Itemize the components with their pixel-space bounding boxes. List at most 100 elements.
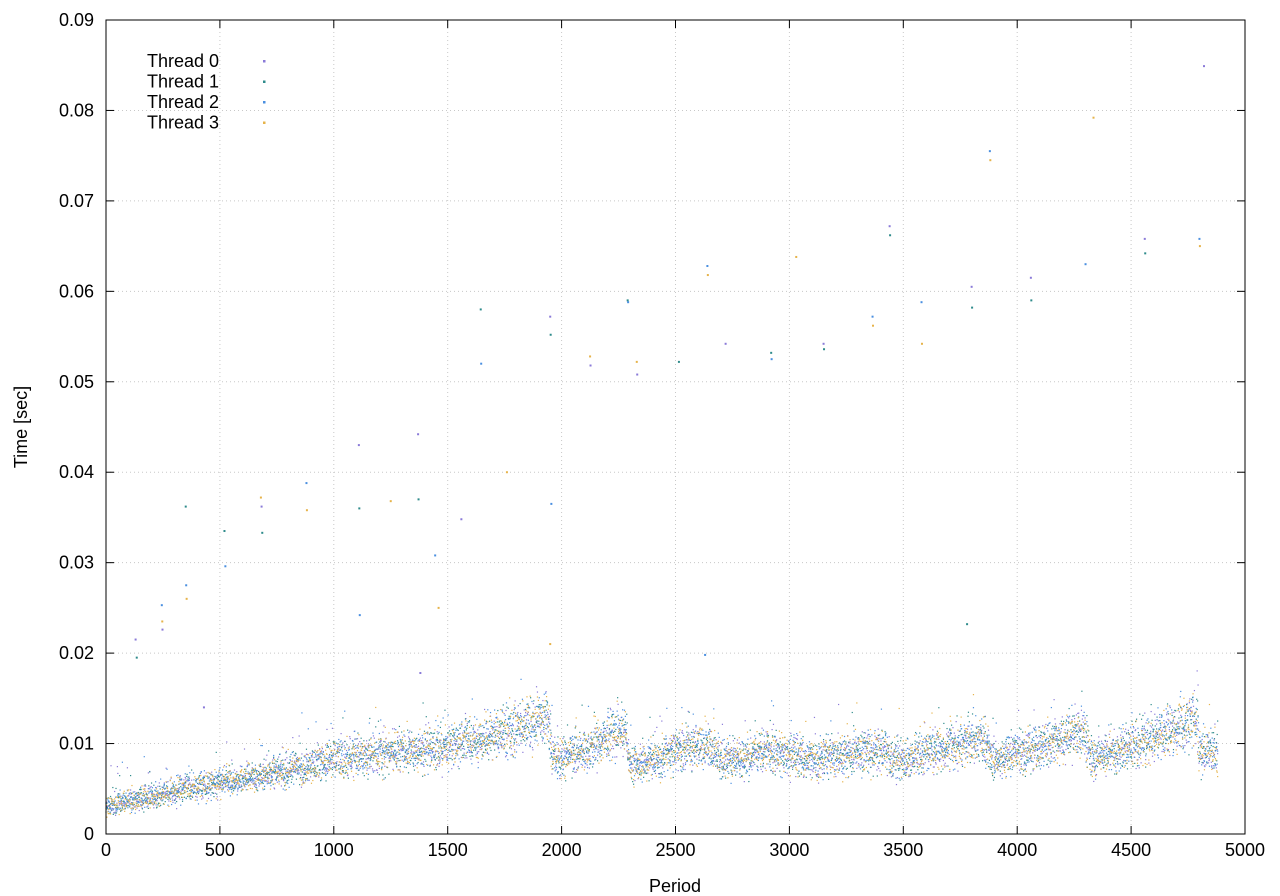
data-point bbox=[802, 776, 805, 778]
data-point bbox=[406, 752, 408, 754]
data-point bbox=[729, 748, 731, 750]
data-point bbox=[108, 800, 110, 802]
data-point bbox=[783, 767, 785, 769]
data-point bbox=[1161, 750, 1163, 753]
data-point bbox=[533, 725, 535, 727]
data-point bbox=[1151, 726, 1153, 728]
data-point bbox=[437, 751, 439, 753]
data-point bbox=[1168, 737, 1170, 739]
data-point bbox=[550, 713, 552, 715]
data-point bbox=[396, 754, 398, 756]
data-point bbox=[532, 703, 534, 705]
data-point bbox=[226, 779, 228, 782]
data-point bbox=[740, 775, 743, 777]
data-point bbox=[147, 772, 149, 774]
data-point bbox=[237, 790, 239, 792]
data-point bbox=[391, 750, 393, 753]
data-point bbox=[309, 776, 312, 778]
data-point bbox=[1095, 752, 1097, 754]
data-point bbox=[1077, 723, 1079, 725]
data-point bbox=[750, 762, 753, 764]
data-point bbox=[469, 755, 471, 757]
data-point bbox=[992, 744, 994, 746]
data-point bbox=[396, 736, 399, 738]
data-point bbox=[954, 735, 956, 737]
data-point bbox=[299, 784, 301, 786]
data-point bbox=[617, 736, 620, 738]
data-point bbox=[899, 745, 901, 747]
data-point bbox=[109, 807, 112, 809]
data-point bbox=[228, 771, 230, 773]
data-point bbox=[508, 718, 510, 720]
data-point bbox=[730, 760, 732, 762]
data-point bbox=[499, 737, 501, 740]
data-point bbox=[1129, 734, 1131, 736]
data-point bbox=[569, 737, 571, 739]
data-point bbox=[857, 748, 859, 751]
data-point bbox=[358, 769, 360, 771]
data-point bbox=[1135, 729, 1137, 731]
data-point bbox=[846, 767, 848, 769]
data-point bbox=[1076, 730, 1078, 732]
data-point bbox=[284, 778, 286, 780]
data-point bbox=[706, 737, 708, 739]
data-point bbox=[368, 754, 370, 756]
data-point bbox=[920, 771, 923, 773]
data-point bbox=[652, 734, 654, 736]
data-point bbox=[516, 725, 519, 727]
data-point bbox=[1091, 771, 1093, 773]
data-point bbox=[650, 748, 652, 750]
data-point bbox=[1057, 743, 1059, 745]
data-point bbox=[635, 767, 637, 769]
data-point bbox=[743, 781, 745, 783]
data-point bbox=[483, 726, 485, 729]
data-point bbox=[371, 752, 373, 755]
data-point bbox=[774, 770, 776, 772]
data-point bbox=[635, 764, 637, 766]
data-point bbox=[1014, 741, 1016, 743]
data-point bbox=[564, 740, 566, 742]
data-point bbox=[119, 801, 122, 803]
data-point bbox=[154, 793, 156, 796]
data-point bbox=[886, 761, 888, 763]
data-point bbox=[121, 807, 123, 809]
data-point bbox=[693, 735, 695, 738]
data-point bbox=[485, 722, 488, 724]
data-point bbox=[589, 737, 591, 739]
data-point bbox=[1144, 741, 1146, 743]
data-point bbox=[526, 738, 528, 740]
data-point bbox=[444, 738, 447, 740]
data-point bbox=[584, 766, 586, 768]
data-point bbox=[599, 747, 601, 749]
data-point bbox=[272, 759, 274, 761]
data-point bbox=[522, 751, 524, 753]
data-point bbox=[411, 751, 413, 753]
data-point bbox=[1091, 744, 1093, 746]
data-point bbox=[877, 755, 879, 758]
data-point bbox=[626, 742, 628, 744]
data-point bbox=[1012, 745, 1015, 748]
data-point bbox=[1070, 739, 1073, 742]
data-point bbox=[598, 751, 600, 753]
data-point bbox=[151, 795, 153, 797]
data-point bbox=[778, 745, 780, 747]
data-point bbox=[457, 729, 459, 732]
data-point bbox=[139, 801, 141, 803]
data-point bbox=[620, 735, 622, 737]
data-point bbox=[252, 771, 254, 773]
data-point bbox=[797, 753, 799, 755]
data-point bbox=[734, 748, 736, 750]
data-point bbox=[895, 757, 898, 759]
data-point bbox=[1075, 714, 1078, 716]
data-point bbox=[307, 760, 309, 762]
data-point bbox=[1085, 732, 1088, 734]
data-point bbox=[768, 742, 770, 744]
data-point bbox=[530, 717, 532, 719]
data-point bbox=[204, 783, 206, 785]
data-point bbox=[130, 789, 132, 791]
data-point bbox=[879, 770, 881, 772]
data-point bbox=[511, 729, 513, 732]
data-point bbox=[421, 739, 423, 742]
data-point bbox=[617, 735, 619, 737]
data-point bbox=[490, 739, 492, 742]
